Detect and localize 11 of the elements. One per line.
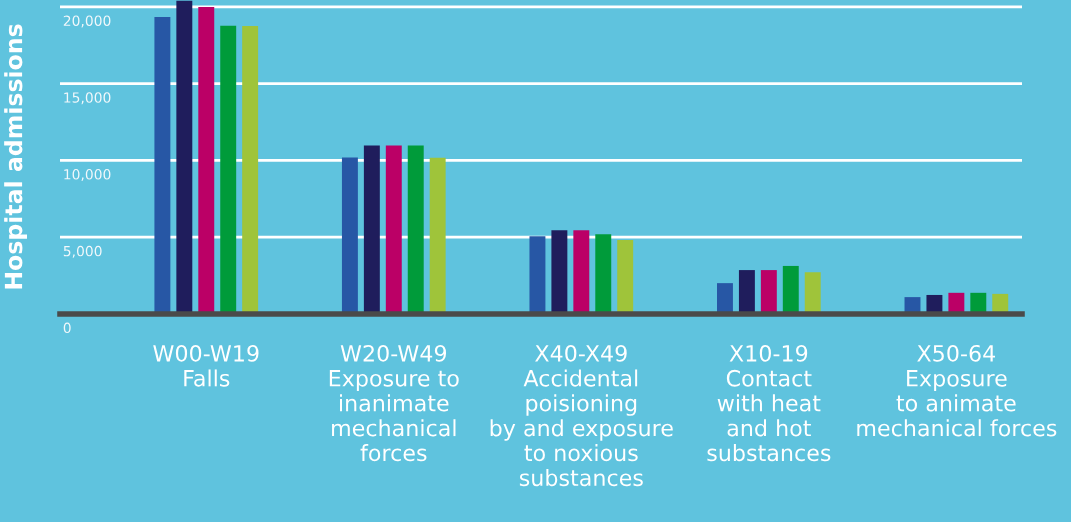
y-axis-title: Hospital admissions	[4, 24, 27, 289]
x-tick-label: W00-W19 Falls	[153, 344, 259, 387]
y-tick-label: 20,000	[63, 15, 111, 28]
x-tick-label: X40-X49 Accidental poisioning by and exposure to noxious substances	[490, 344, 673, 487]
x-tick-label: X10-19 Contact with heat and hot substances	[707, 344, 831, 462]
y-tick-label: 5,000	[63, 245, 102, 258]
y-tick-label: 10,000	[64, 169, 111, 181]
y-tick-label: 15,000	[64, 92, 111, 105]
x-tick-label: X50-64 Exposure to animate mechanical forces	[857, 344, 1057, 437]
x-tick-label: W20-W49 Exposure to inanimate mechanical forces	[329, 344, 459, 462]
y-tick-label: 0	[63, 322, 71, 334]
